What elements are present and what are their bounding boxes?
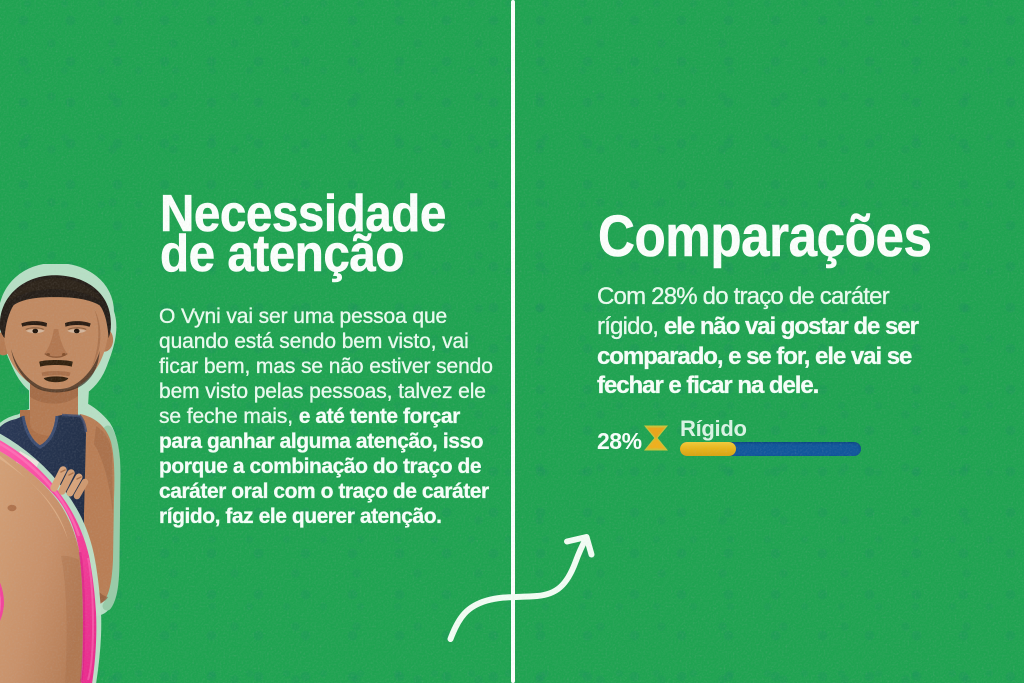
right-body: Com 28% do traço de caráter rígido, ele … bbox=[597, 282, 919, 401]
trait-label: Rígido bbox=[680, 416, 747, 441]
vyni-cutout-photo bbox=[0, 264, 121, 683]
right-title: Comparações bbox=[598, 204, 932, 269]
left-body: O Vyni vai ser uma pessoa que quando est… bbox=[159, 304, 493, 529]
curved-arrow-icon bbox=[447, 534, 595, 642]
left-title: Necessidade de atenção bbox=[160, 185, 447, 283]
trait-bar-fill bbox=[680, 441, 737, 456]
percent-label: 28% bbox=[597, 428, 642, 454]
hourglass-icon bbox=[644, 425, 668, 451]
trait-bar-track bbox=[680, 441, 861, 456]
